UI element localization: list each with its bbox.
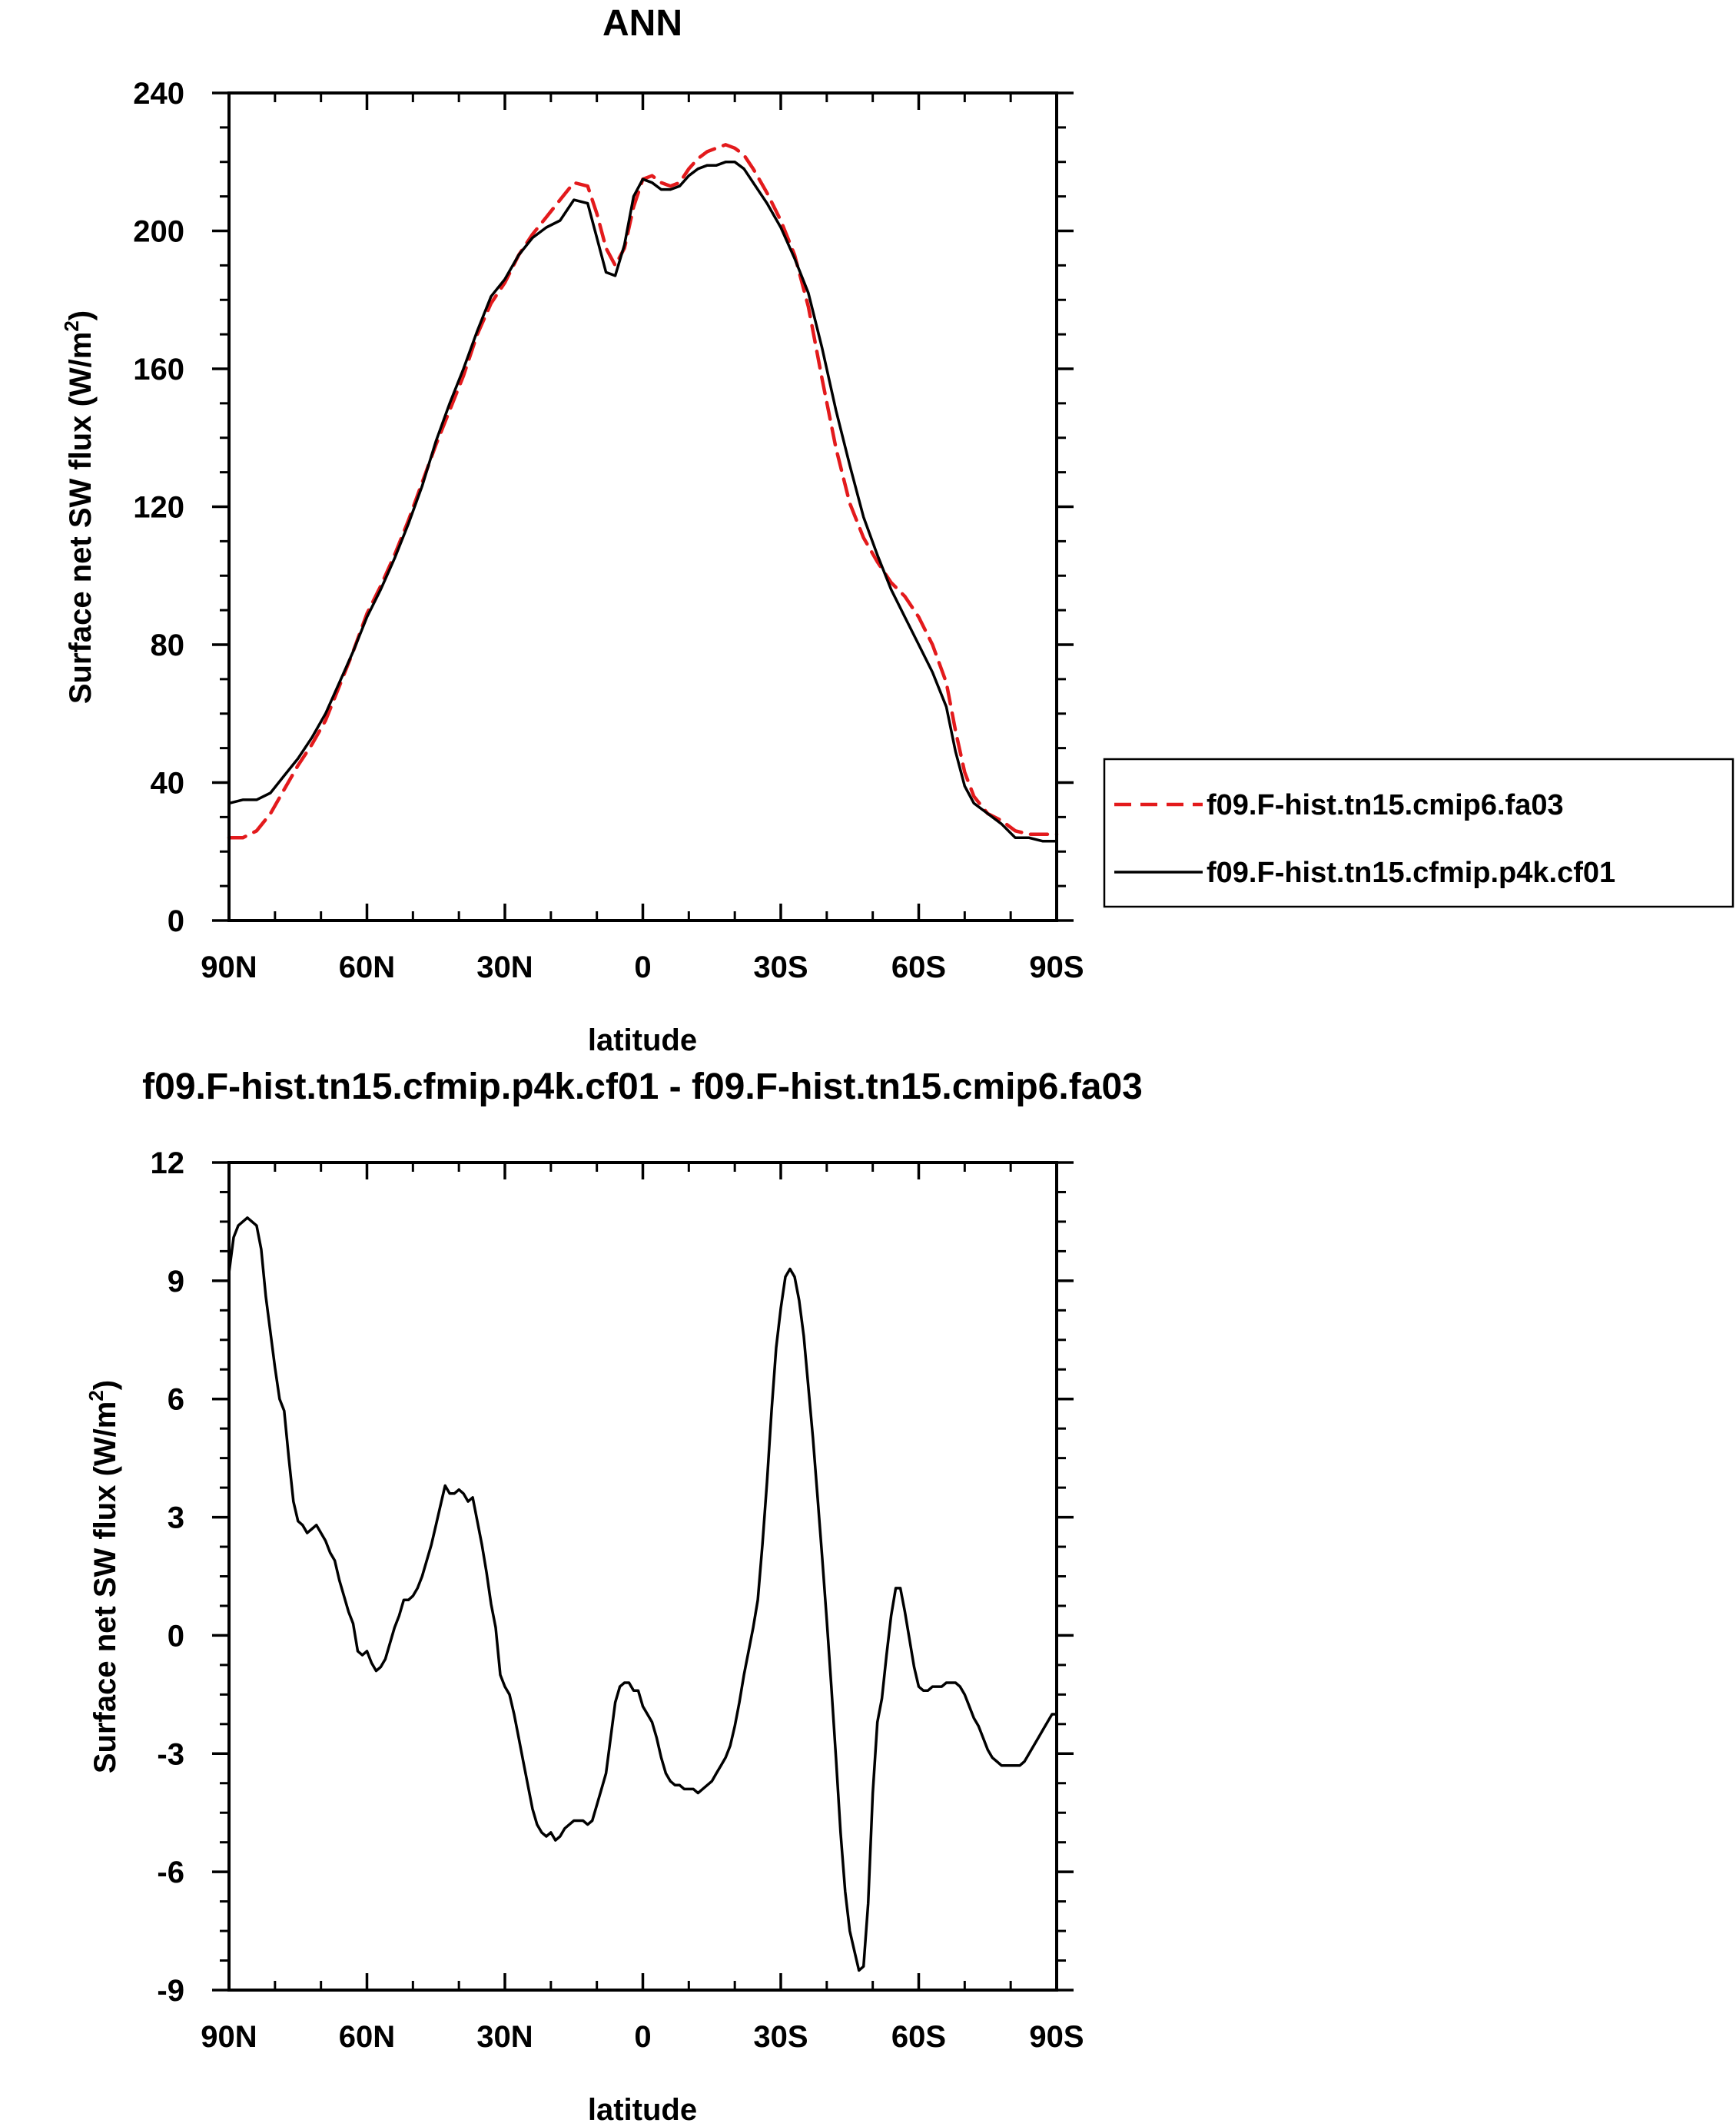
bottom-y-tick-label: 9 (168, 1265, 184, 1299)
top-series-line-1 (227, 161, 1058, 843)
legend-label-cf01: f09.F-hist.tn15.cfmip.p4k.cf01 (1207, 857, 1615, 889)
top-y-tick-label: 0 (168, 904, 184, 938)
top-x-tick-label: 30N (476, 950, 533, 984)
top-series-line-0 (227, 143, 1059, 840)
bottom-x-tick-label: 90S (1029, 2020, 1084, 2054)
top-chart-title: ANN (602, 3, 682, 44)
top-panel: ANN 90N 60N 30N 0 30S 60S 90S 0 40 80 120 160 200 240… (60, 3, 1734, 1057)
top-y-tick-label: 200 (133, 215, 184, 249)
top-x-tick-label: 60S (891, 950, 946, 984)
top-y-tick-label: 240 (133, 77, 184, 111)
bottom-y-tick-label: 12 (151, 1146, 185, 1180)
bottom-panel: f09.F-hist.tn15.cfmip.p4k.cf01 - f09.F-h… (85, 1066, 1143, 2123)
top-x-tick-label: 90S (1029, 950, 1084, 984)
bottom-y-axis-label: Surface net SW flux (W/m2) (85, 1380, 122, 1773)
legend: f09.F-hist.tn15.cmip6.fa03 f09.F-hist.tn… (1103, 758, 1734, 908)
bottom-y-axis-label-superscript: 2 (85, 1390, 108, 1401)
top-y-axis-label-superscript: 2 (60, 320, 83, 331)
legend-box (1103, 758, 1734, 908)
bottom-y-tick-label: -6 (157, 1856, 184, 1889)
top-y-tick-label: 40 (151, 767, 185, 801)
top-y-axis-label-main: Surface net SW flux (W/m (64, 332, 98, 705)
bottom-y-tick-label: 6 (168, 1383, 184, 1417)
bottom-x-tick-label: 60N (339, 2020, 395, 2054)
bottom-plot-area: 90N 60N 30N 0 30S 60S 90S -9 -6 -3 0 3 6 9 12 (151, 1146, 1084, 2054)
bottom-x-tick-label: 90N (201, 2020, 257, 2054)
bottom-y-axis-label-main: Surface net SW flux (W/m (88, 1402, 122, 1774)
top-x-tick-label: 30S (753, 950, 808, 984)
top-x-tick-label: 90N (201, 950, 257, 984)
top-x-tick-label: 0 (634, 950, 651, 984)
bottom-y-tick-label: 3 (168, 1501, 184, 1535)
bottom-x-tick-label: 0 (634, 2020, 651, 2054)
bottom-y-tick-label: -9 (157, 1974, 184, 2008)
top-plot-area: 90N 60N 30N 0 30S 60S 90S 0 40 80 120 160 200 240 (133, 77, 1084, 984)
bottom-plot-frame (227, 1161, 1058, 1992)
bottom-chart-title: f09.F-hist.tn15.cfmip.p4k.cf01 - f09.F-h… (142, 1066, 1143, 1107)
legend-label-fa03: f09.F-hist.tn15.cmip6.fa03 (1207, 789, 1564, 821)
top-y-tick-label: 120 (133, 491, 184, 525)
bottom-series-line-0 (227, 1216, 1058, 1972)
bottom-x-tick-label: 60S (891, 2020, 946, 2054)
bottom-y-tick-label: 0 (168, 1619, 184, 1653)
top-y-tick-label: 80 (151, 629, 185, 662)
bottom-y-axis-label-end: ) (88, 1380, 122, 1390)
top-y-axis-label: Surface net SW flux (W/m2) (60, 310, 98, 704)
bottom-x-tick-label: 30S (753, 2020, 808, 2054)
bottom-x-tick-label: 30N (476, 2020, 533, 2054)
bottom-y-tick-label: -3 (157, 1737, 184, 1771)
top-x-axis-label: latitude (588, 1023, 697, 1057)
bottom-x-axis-label: latitude (588, 2093, 697, 2123)
top-plot-frame (227, 91, 1058, 922)
top-y-tick-label: 160 (133, 353, 184, 386)
top-y-axis-label-end: ) (64, 310, 98, 320)
top-x-tick-label: 60N (339, 950, 395, 984)
